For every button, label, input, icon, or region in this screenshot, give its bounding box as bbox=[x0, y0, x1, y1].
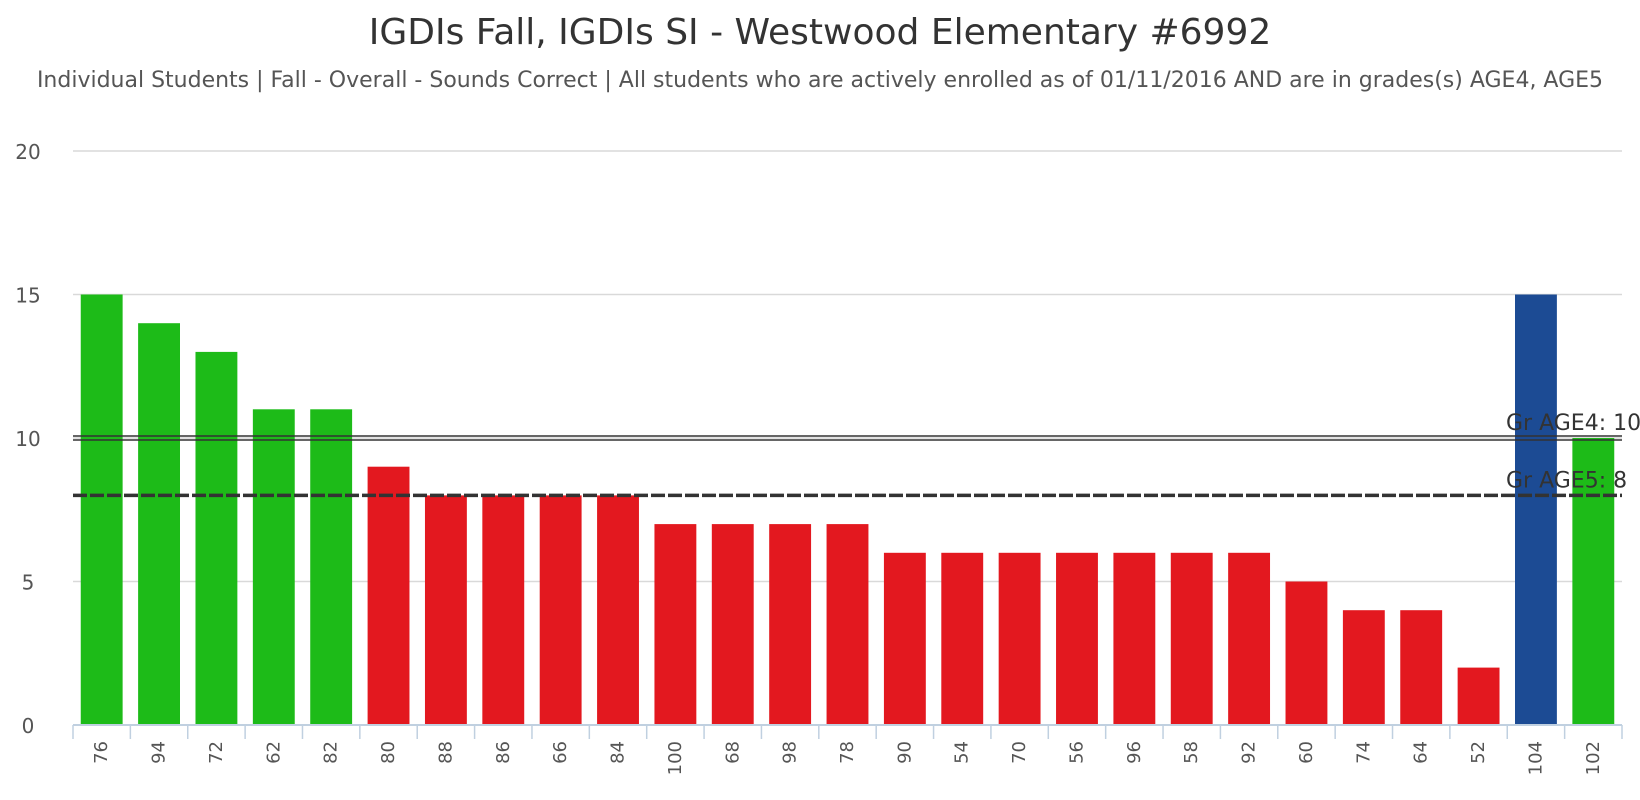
bar[interactable] bbox=[1170, 552, 1213, 725]
y-tick-label: 20 bbox=[15, 140, 40, 164]
reference-line-label: Gr AGE4: 10 bbox=[1506, 411, 1640, 436]
x-tick-label: 84 bbox=[608, 741, 629, 764]
x-tick-label: 52 bbox=[1468, 741, 1489, 764]
x-tick-label: 64 bbox=[1411, 741, 1432, 764]
x-tick-label: 90 bbox=[894, 741, 915, 764]
x-tick-label: 100 bbox=[665, 741, 686, 775]
x-tick-label: 92 bbox=[1239, 741, 1260, 764]
y-tick-label: 10 bbox=[15, 427, 40, 451]
x-tick-label: 104 bbox=[1525, 741, 1546, 775]
chart-subtitle: Individual Students | Fall - Overall - S… bbox=[36, 68, 1604, 93]
x-tick-label: 82 bbox=[321, 741, 342, 764]
bar[interactable] bbox=[1228, 552, 1271, 725]
x-tick-label: 96 bbox=[1124, 741, 1145, 764]
x-tick-label: 58 bbox=[1181, 741, 1202, 764]
bar[interactable] bbox=[138, 323, 180, 725]
x-tick-label: 76 bbox=[91, 741, 112, 764]
bar[interactable] bbox=[1285, 581, 1328, 726]
bar[interactable] bbox=[1056, 552, 1098, 725]
x-tick-label: 80 bbox=[378, 741, 399, 764]
bars bbox=[80, 294, 1615, 726]
y-tick-label: 5 bbox=[22, 571, 35, 595]
bar[interactable] bbox=[310, 409, 353, 725]
bar[interactable] bbox=[883, 552, 926, 725]
reference-lines: Gr AGE4: 10 Gr AGE5: 8 bbox=[73, 411, 1640, 498]
bar[interactable] bbox=[539, 495, 582, 725]
bar[interactable] bbox=[482, 495, 525, 725]
axes: 0 5 10 15 20 76 94 72 62 82 80 88 86 66 84 100 68 98 78 90 5… bbox=[15, 140, 1623, 775]
x-tick-label: 98 bbox=[780, 741, 801, 764]
x-tick-label: 72 bbox=[206, 741, 227, 764]
bar[interactable] bbox=[1457, 667, 1500, 725]
bar[interactable] bbox=[1342, 610, 1385, 725]
x-tick-label: 88 bbox=[435, 741, 456, 764]
grid-lines bbox=[73, 150, 1622, 583]
bar[interactable] bbox=[1572, 438, 1615, 725]
x-tick-label: 60 bbox=[1296, 741, 1317, 764]
bar[interactable] bbox=[1113, 552, 1156, 725]
bar[interactable] bbox=[1515, 294, 1557, 726]
bar[interactable] bbox=[826, 524, 869, 725]
x-tick-label: 78 bbox=[837, 741, 858, 764]
x-tick-label: 70 bbox=[1009, 741, 1030, 764]
x-tick-label: 86 bbox=[493, 741, 514, 764]
bar[interactable] bbox=[941, 552, 984, 725]
bar[interactable] bbox=[1400, 610, 1443, 725]
bar[interactable] bbox=[711, 524, 754, 725]
x-tick-label: 62 bbox=[263, 741, 284, 764]
bar[interactable] bbox=[80, 294, 123, 726]
bar[interactable] bbox=[654, 524, 697, 725]
bar[interactable] bbox=[424, 495, 467, 725]
reference-line-label: Gr AGE5: 8 bbox=[1506, 468, 1627, 493]
bar[interactable] bbox=[597, 495, 639, 725]
bar[interactable] bbox=[367, 466, 410, 725]
y-tick-label: 0 bbox=[22, 714, 35, 738]
x-tick-label: 74 bbox=[1353, 741, 1374, 764]
x-tick-label: 54 bbox=[952, 741, 973, 764]
bar[interactable] bbox=[252, 409, 295, 725]
x-tick-label: 66 bbox=[550, 741, 571, 764]
x-tick-label: 56 bbox=[1066, 741, 1087, 764]
bar[interactable] bbox=[998, 552, 1041, 725]
bar[interactable] bbox=[195, 351, 238, 725]
x-tick-label: 68 bbox=[722, 741, 743, 764]
y-tick-label: 15 bbox=[15, 284, 40, 308]
chart-title: IGDIs Fall, IGDIs SI - Westwood Elementa… bbox=[368, 12, 1272, 53]
x-tick-label: 94 bbox=[149, 741, 170, 764]
bar[interactable] bbox=[769, 524, 812, 725]
x-tick-label: 102 bbox=[1583, 741, 1604, 775]
